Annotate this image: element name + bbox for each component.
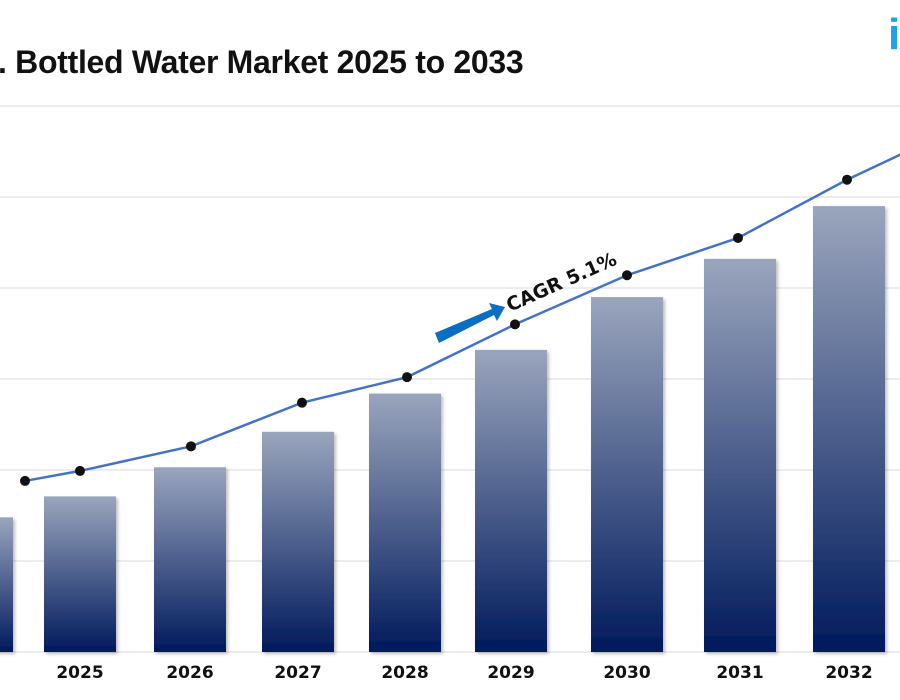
x-tick-label: 2028 xyxy=(381,663,428,683)
line-point xyxy=(402,372,412,383)
x-tick-label: 2027 xyxy=(274,663,321,683)
bar-2027 xyxy=(262,431,334,652)
trend-line xyxy=(24,153,900,483)
x-tick-label: 2025 xyxy=(56,663,103,683)
line-point xyxy=(75,465,85,476)
x-tick-label: 2029 xyxy=(487,663,534,683)
line-point xyxy=(842,174,852,185)
chart-title: . Bottled Water Market 2025 to 2033 xyxy=(0,44,524,80)
x-tick-label: 2030 xyxy=(603,663,650,683)
line-point xyxy=(297,397,307,408)
line-point xyxy=(20,475,30,486)
x-tick-label: 2031 xyxy=(716,663,763,683)
brand-logo: i xyxy=(888,10,900,59)
bar-2030 xyxy=(591,297,663,652)
line-point xyxy=(186,441,196,452)
bar-2032 xyxy=(813,206,885,652)
bar-2031 xyxy=(704,258,776,652)
x-tick-label: 2026 xyxy=(166,663,213,683)
bar-2026 xyxy=(154,467,226,652)
line-point xyxy=(622,270,632,281)
line-point xyxy=(510,319,520,330)
line-point xyxy=(733,232,743,243)
bar-partial xyxy=(0,517,13,652)
bar-2029 xyxy=(475,349,547,652)
x-tick-label: 2032 xyxy=(825,663,872,683)
cagr-arrow-icon xyxy=(435,303,505,343)
bar-2025 xyxy=(44,496,116,652)
bar-2028 xyxy=(369,393,441,652)
